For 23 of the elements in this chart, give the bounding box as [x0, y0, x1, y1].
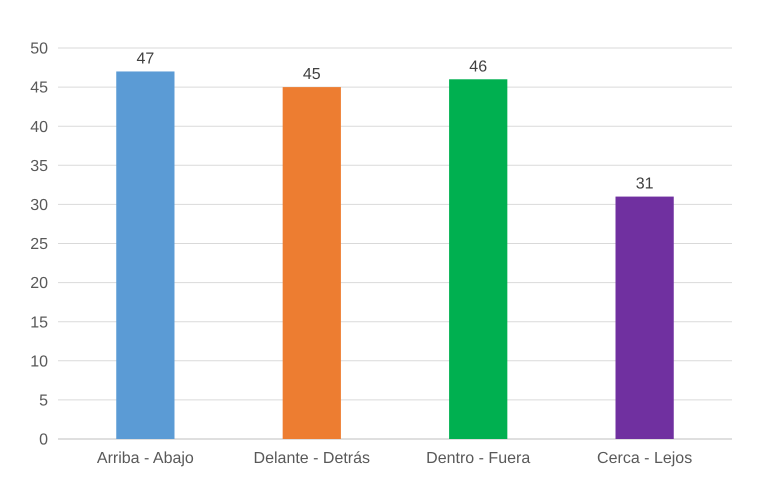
data-label: 47 — [136, 50, 154, 68]
y-tick-label: 40 — [30, 118, 48, 136]
y-tick-label: 0 — [39, 432, 48, 449]
y-tick-label: 5 — [39, 392, 48, 410]
y-tick-label: 10 — [30, 353, 48, 370]
x-tick-label: Arriba - Abajo — [96, 450, 194, 467]
y-tick-label: 30 — [30, 197, 48, 214]
y-tick-label: 50 — [30, 40, 48, 58]
x-tick-label: Delante - Detrás — [254, 450, 370, 467]
bar — [116, 71, 174, 439]
data-label: 45 — [302, 66, 321, 84]
y-tick-label: 20 — [30, 275, 48, 292]
x-tick-label: Dentro - Fuera — [426, 450, 530, 467]
data-label: 46 — [469, 58, 488, 76]
bar — [282, 87, 341, 439]
bar — [616, 196, 674, 439]
y-tick-label: 45 — [30, 80, 48, 97]
bar — [449, 79, 508, 439]
data-label: 31 — [636, 176, 654, 193]
x-tick-label: Cerca - Lejos — [597, 450, 692, 467]
y-tick-label: 35 — [30, 158, 48, 175]
y-tick-label: 25 — [30, 236, 48, 254]
y-tick-label: 15 — [30, 314, 48, 332]
